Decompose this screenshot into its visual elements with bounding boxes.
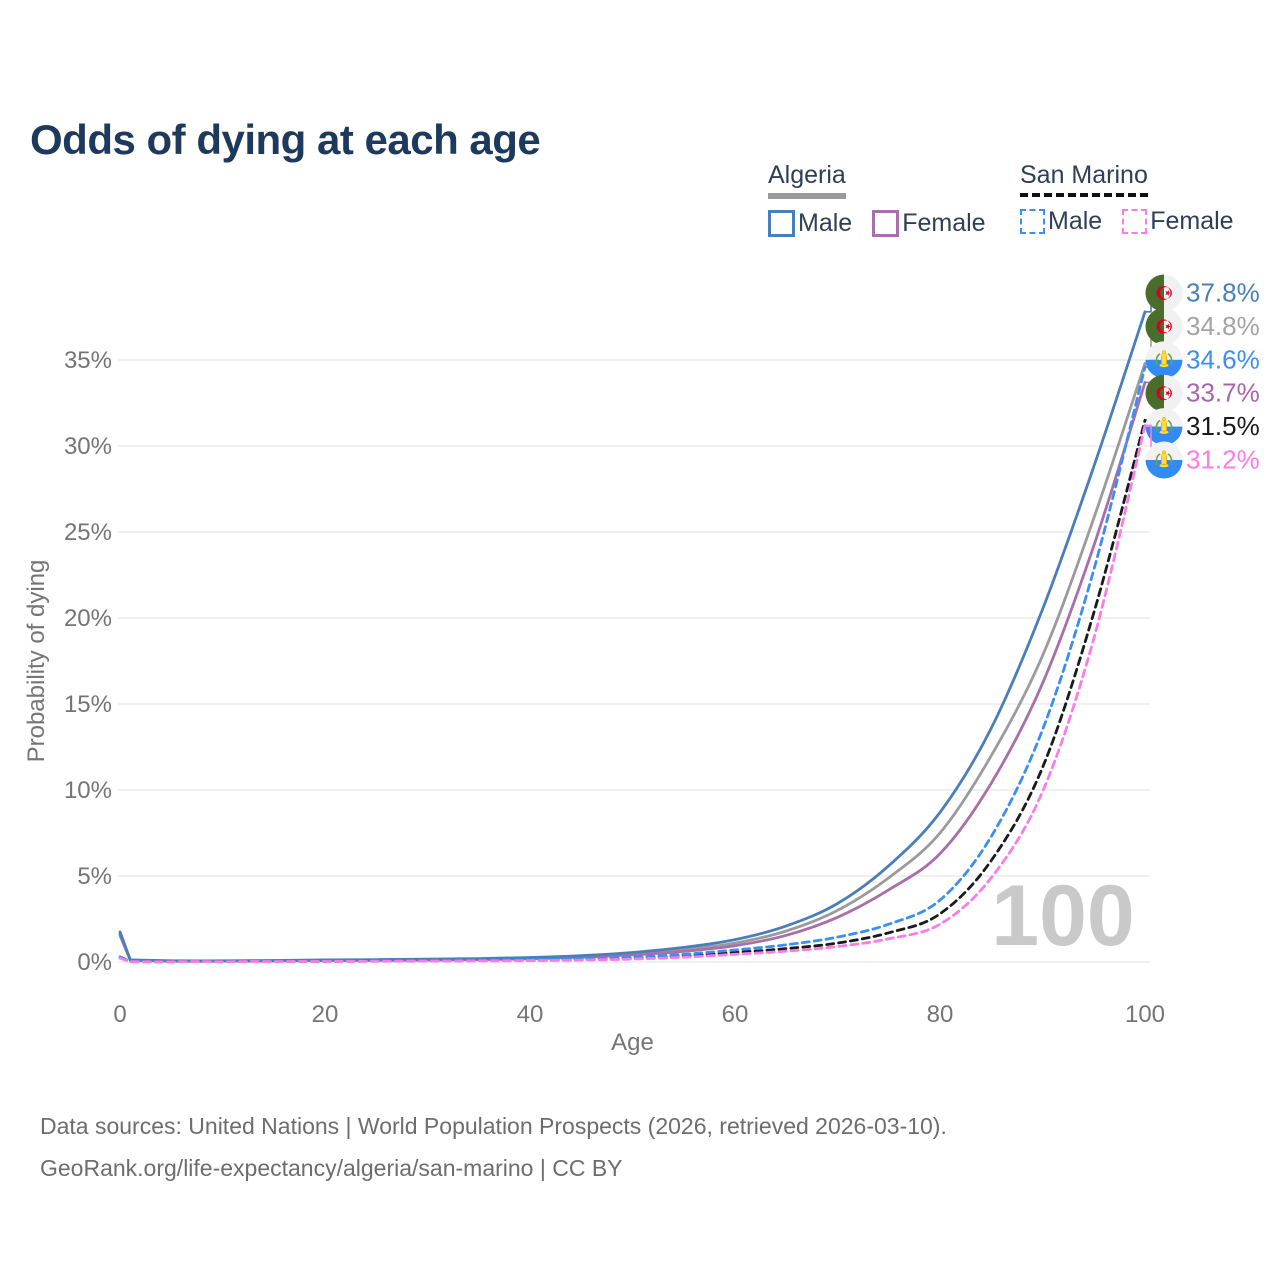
- san-marino-blue-half: [1145, 460, 1183, 479]
- san-marino-wreath-left: [1155, 453, 1161, 466]
- footer-line-2: GeoRank.org/life-expectancy/algeria/san-…: [40, 1154, 623, 1181]
- legend-item-algeria-female[interactable]: Female: [872, 209, 986, 238]
- x-axis-title: Age: [611, 1029, 654, 1056]
- legend-swatch-algeria-female[interactable]: [872, 210, 900, 237]
- algeria-star: [1165, 290, 1171, 296]
- x-tick-label: 80: [927, 1001, 954, 1028]
- algeria-white-half: [1164, 274, 1183, 312]
- y-tick-label: 10%: [64, 777, 112, 804]
- san-marino-base: [1159, 430, 1169, 434]
- san-marino-tower: [1161, 455, 1167, 465]
- san-marino-blue-half: [1145, 359, 1183, 379]
- legend-item-san-marino-female[interactable]: Female: [1122, 207, 1234, 236]
- legend-label-san-marino-female: Female: [1150, 207, 1234, 235]
- data-source-footer: Data sources: United Nations | World Pop…: [40, 1106, 947, 1190]
- end-value-label-san-marino-both: 31.5%: [1186, 411, 1260, 441]
- algeria-flag-art: [1145, 307, 1183, 345]
- san-marino-blue-half: [1145, 426, 1183, 446]
- algeria-white-half: [1164, 307, 1183, 345]
- footer-line-1: Data sources: United Nations | World Pop…: [40, 1113, 947, 1139]
- legend: Algeria Male Female San Marino Male: [0, 160, 1280, 240]
- legend-heading-san-marino: San Marino: [1020, 160, 1148, 197]
- y-tick-label: 15%: [64, 691, 112, 718]
- hover-age-watermark: 100: [991, 868, 1135, 964]
- x-tick-label: 100: [1125, 1001, 1165, 1028]
- end-value-label-san-marino-female: 31.2%: [1186, 445, 1260, 475]
- end-value-label-algeria-female: 33.7%: [1186, 378, 1260, 408]
- san-marino-wreath-right: [1167, 453, 1173, 466]
- legend-items-san-marino: Male Female: [1020, 207, 1254, 236]
- algeria-flag-art: [1145, 374, 1183, 412]
- algeria-crescent: [1156, 319, 1172, 334]
- y-tick-label: 30%: [64, 433, 112, 460]
- san-marino-crown: [1160, 353, 1168, 357]
- san-marino-flag-art: [1145, 408, 1183, 446]
- algeria-flag-icon: [1145, 374, 1183, 412]
- algeria-flag-art: [1145, 274, 1183, 312]
- x-tick-label: 40: [517, 1001, 544, 1028]
- algeria-flag-icon: [1145, 307, 1183, 345]
- end-value-label-algeria-male: 37.8%: [1186, 278, 1260, 308]
- y-tick-label: 20%: [64, 605, 112, 632]
- algeria-star: [1165, 390, 1171, 397]
- series-line-san-marino-female[interactable]: [118, 424, 1147, 964]
- legend-label-algeria-female: Female: [902, 209, 986, 237]
- y-tick-label: 5%: [77, 863, 112, 890]
- san-marino-flag-icon: [1145, 441, 1183, 479]
- legend-item-algeria-male[interactable]: Male: [768, 209, 852, 238]
- legend-group-algeria: Algeria Male Female: [768, 160, 1006, 238]
- san-marino-base: [1159, 363, 1169, 368]
- san-marino-orb: [1162, 350, 1166, 355]
- end-value-label-algeria-both: 34.8%: [1186, 311, 1260, 341]
- y-axis-title: Probability of dying: [23, 560, 50, 763]
- x-tick-label: 60: [722, 1001, 749, 1028]
- san-marino-tower: [1161, 354, 1167, 365]
- san-marino-tower: [1161, 421, 1167, 432]
- legend-item-san-marino-male[interactable]: Male: [1020, 207, 1102, 236]
- algeria-green-half: [1145, 307, 1164, 345]
- san-marino-flag-art: [1145, 341, 1183, 379]
- san-marino-base: [1159, 463, 1169, 468]
- algeria-crescent: [1156, 286, 1172, 300]
- y-tick-label: 35%: [64, 347, 112, 374]
- san-marino-crown: [1160, 453, 1168, 457]
- san-marino-orb: [1162, 417, 1166, 421]
- end-value-label-san-marino-male: 34.6%: [1186, 344, 1260, 374]
- legend-swatch-san-marino-male[interactable]: [1020, 209, 1045, 234]
- page-title: Odds of dying at each age: [30, 116, 541, 164]
- san-marino-crown: [1160, 420, 1168, 423]
- legend-group-san-marino: San Marino Male Female: [1020, 160, 1254, 236]
- san-marino-flag-icon: [1145, 341, 1183, 379]
- san-marino-wreath-left: [1155, 353, 1161, 365]
- y-tick-label: 0%: [77, 949, 112, 976]
- legend-swatch-san-marino-female[interactable]: [1122, 209, 1148, 234]
- y-tick-label: 25%: [64, 519, 112, 546]
- legend-label-algeria-male: Male: [798, 209, 853, 237]
- legend-heading-algeria: Algeria: [768, 160, 846, 199]
- algeria-white-half: [1164, 374, 1183, 412]
- algeria-crescent: [1156, 386, 1172, 401]
- algeria-green-half: [1145, 274, 1164, 312]
- legend-items-algeria: Male Female: [768, 209, 1006, 238]
- algeria-flag-icon: [1145, 274, 1183, 312]
- algeria-star: [1165, 323, 1171, 330]
- x-tick-label: 20: [312, 1001, 339, 1028]
- x-tick-label: 0: [113, 1001, 126, 1028]
- san-marino-wreath-right: [1167, 353, 1173, 365]
- san-marino-flag-icon: [1145, 408, 1183, 446]
- legend-label-san-marino-male: Male: [1048, 207, 1103, 235]
- san-marino-wreath-right: [1167, 419, 1173, 432]
- san-marino-flag-art: [1145, 441, 1183, 479]
- san-marino-orb: [1162, 450, 1166, 455]
- series-line-algeria-male[interactable]: [118, 310, 1147, 963]
- legend-swatch-algeria-male[interactable]: [768, 210, 795, 237]
- algeria-green-half: [1145, 374, 1164, 412]
- san-marino-wreath-left: [1155, 419, 1161, 432]
